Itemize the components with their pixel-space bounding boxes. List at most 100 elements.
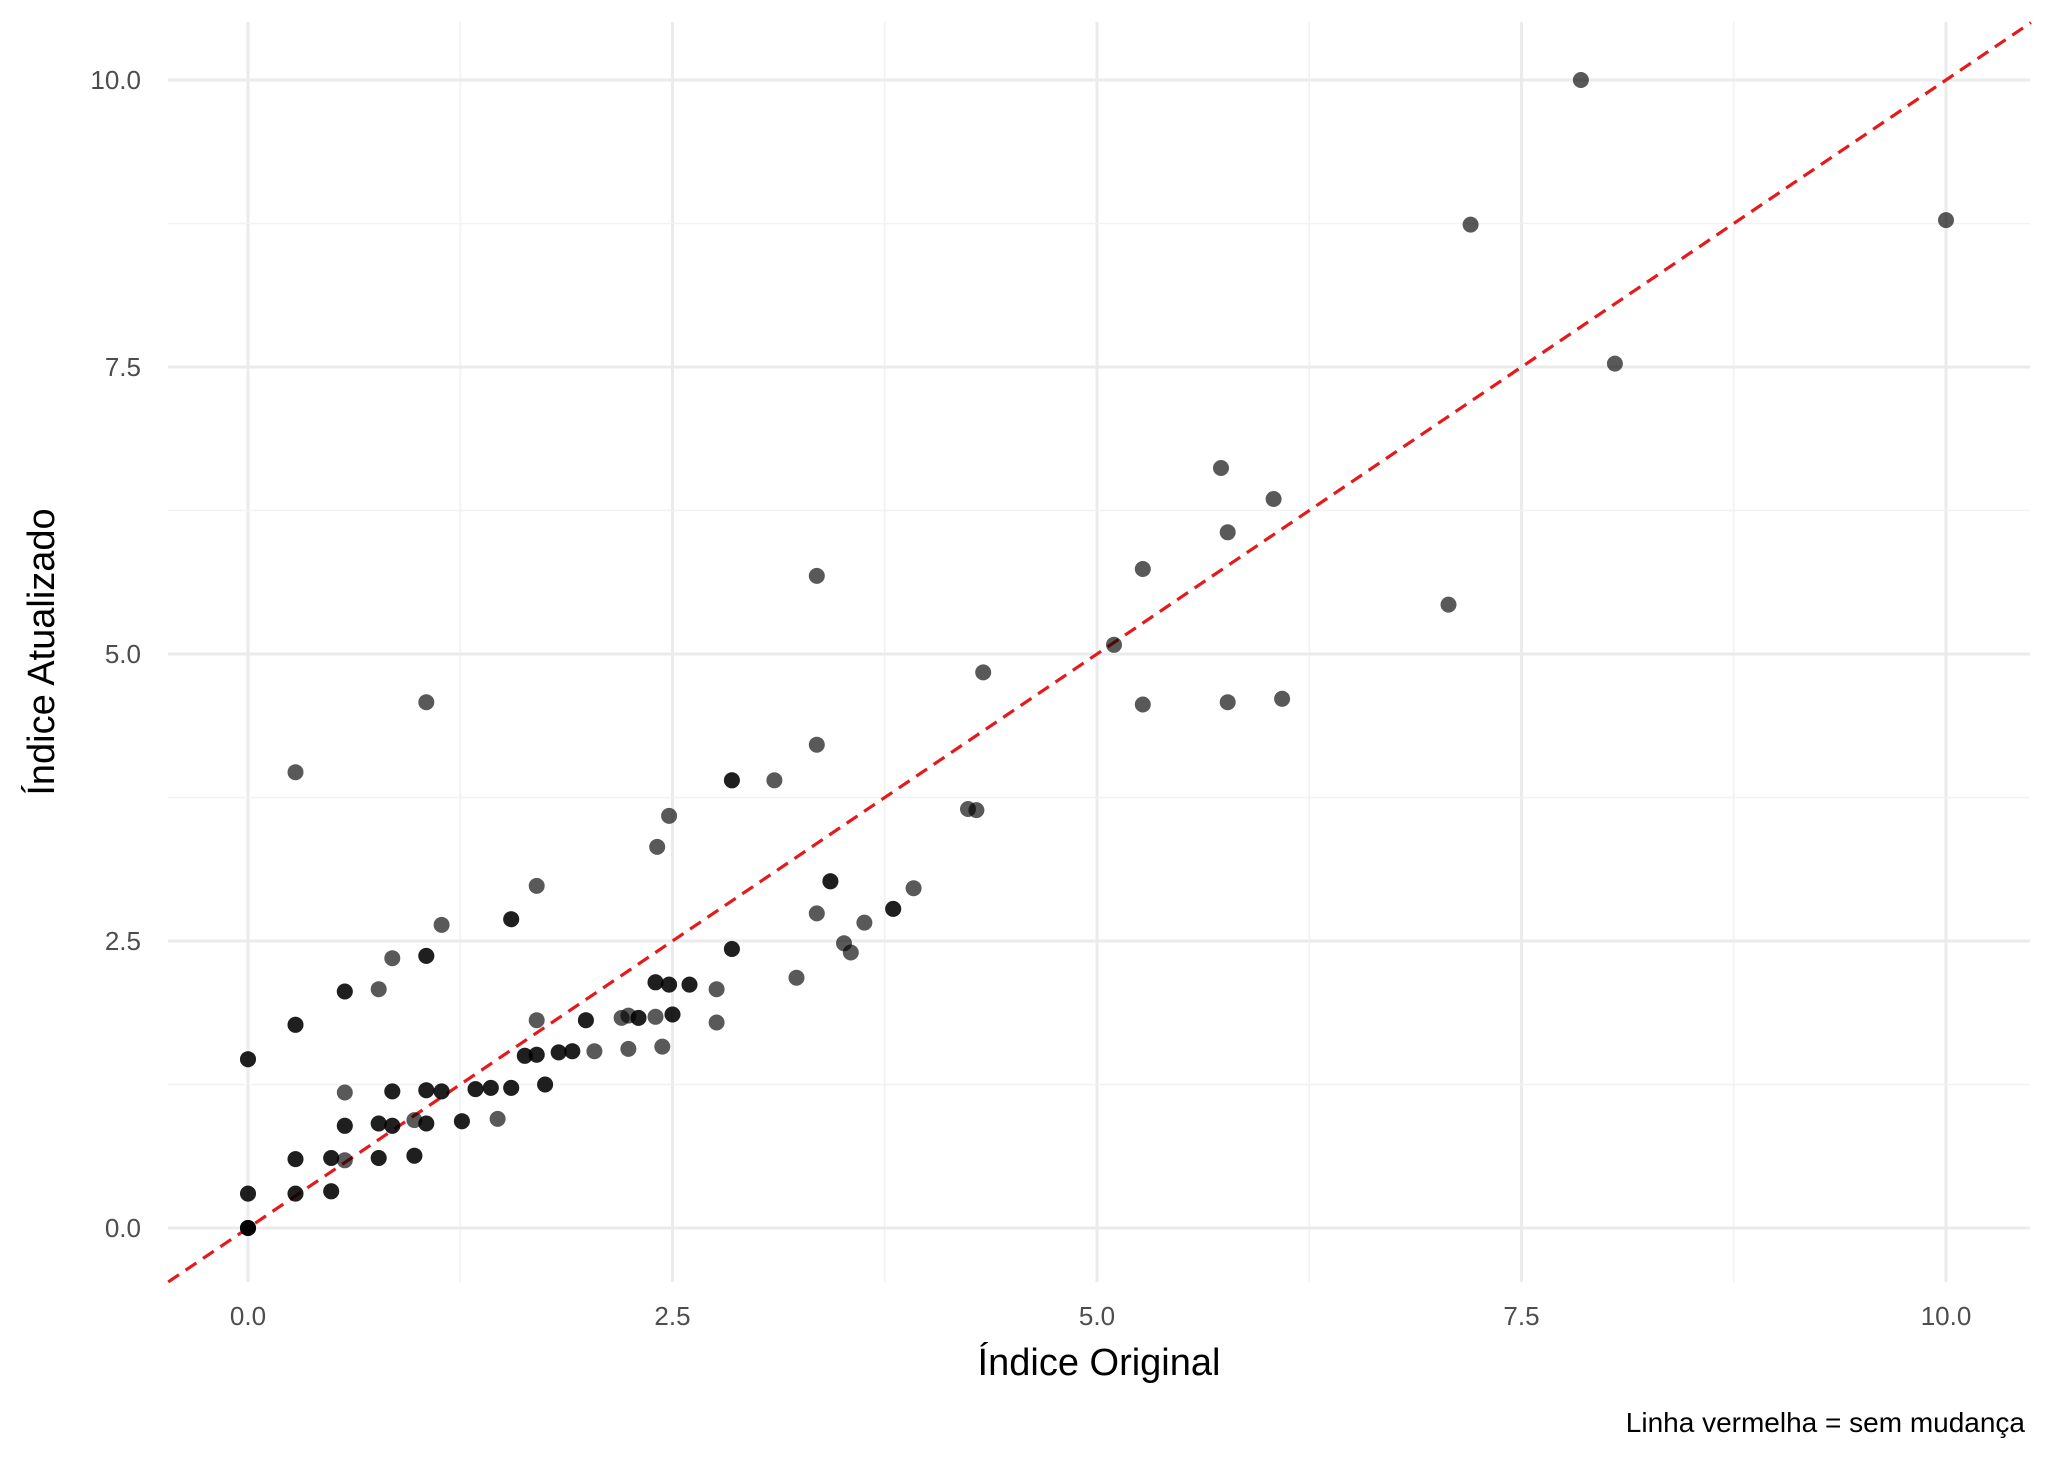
data-point xyxy=(433,1083,450,1100)
x-tick-label: 5.0 xyxy=(1079,1301,1115,1331)
x-tick-label: 10.0 xyxy=(1921,1301,1972,1331)
data-point xyxy=(723,772,740,789)
data-point xyxy=(528,1012,545,1029)
grid xyxy=(168,22,2030,1282)
data-point xyxy=(1606,355,1623,372)
y-tick-label: 7.5 xyxy=(105,352,141,382)
data-point xyxy=(418,694,435,711)
x-axis-ticks: 0.0 2.5 5.0 7.5 10.0 xyxy=(230,1301,1971,1331)
data-point xyxy=(240,1185,256,1202)
y-tick-label: 10.0 xyxy=(90,65,141,95)
data-point xyxy=(489,1110,506,1127)
data-point xyxy=(564,1043,581,1060)
data-point xyxy=(240,1220,256,1236)
data-point xyxy=(370,981,387,998)
data-point xyxy=(503,1079,520,1096)
data-point xyxy=(323,1150,340,1166)
data-point xyxy=(577,1012,594,1029)
data-point xyxy=(1440,596,1457,613)
data-point xyxy=(406,1147,423,1164)
data-point xyxy=(885,900,902,917)
data-point xyxy=(336,1117,353,1134)
data-point xyxy=(384,1117,401,1134)
data-point xyxy=(528,1046,545,1063)
y-tick-label: 0.0 xyxy=(105,1213,141,1243)
data-point xyxy=(681,976,698,993)
data-point xyxy=(808,567,825,584)
data-point xyxy=(808,736,825,753)
data-point xyxy=(1219,524,1236,541)
x-tick-label: 2.5 xyxy=(654,1301,690,1331)
data-point xyxy=(482,1079,499,1096)
data-point xyxy=(323,1183,340,1200)
data-point xyxy=(287,1151,304,1168)
data-point xyxy=(649,838,666,855)
data-point xyxy=(620,1007,637,1024)
data-point xyxy=(336,983,353,1000)
chart-caption: Linha vermelha = sem mudança xyxy=(1626,1407,2026,1438)
data-point xyxy=(336,1152,353,1169)
data-point xyxy=(708,1014,725,1031)
data-point xyxy=(661,807,678,824)
reference-line-layer xyxy=(167,21,2032,1284)
data-point xyxy=(418,1082,435,1099)
data-point xyxy=(467,1081,484,1098)
data-point xyxy=(975,664,992,681)
data-point xyxy=(528,877,545,894)
data-point xyxy=(537,1076,554,1093)
data-point xyxy=(1134,561,1151,577)
data-point xyxy=(766,772,783,789)
data-point xyxy=(723,941,740,957)
x-tick-label: 0.0 xyxy=(230,1301,266,1331)
data-points xyxy=(240,72,1954,1236)
x-axis-title: Índice Original xyxy=(978,1341,1221,1384)
data-point xyxy=(647,974,664,991)
data-point xyxy=(1265,491,1282,507)
data-point xyxy=(856,914,873,931)
data-point xyxy=(1134,696,1151,713)
data-point xyxy=(1219,694,1236,711)
data-point xyxy=(842,944,859,961)
data-point xyxy=(240,1051,256,1068)
data-point xyxy=(1938,212,1954,229)
data-point xyxy=(1274,690,1291,707)
data-point xyxy=(664,1006,681,1023)
data-point xyxy=(1462,216,1479,233)
data-point xyxy=(1106,636,1122,653)
data-point xyxy=(287,1016,304,1033)
data-point xyxy=(418,1115,435,1132)
data-point xyxy=(968,802,985,819)
data-point xyxy=(808,905,825,922)
data-point xyxy=(453,1113,470,1130)
x-tick-label: 7.5 xyxy=(1503,1301,1539,1331)
data-point xyxy=(336,1084,353,1101)
data-point xyxy=(905,880,922,897)
data-point xyxy=(516,1047,533,1064)
data-point xyxy=(654,1038,671,1055)
data-point xyxy=(287,764,304,781)
y-axis-title: Índice Atualizado xyxy=(20,508,63,795)
data-point xyxy=(586,1043,603,1060)
data-point xyxy=(287,1185,304,1202)
data-point xyxy=(503,911,520,928)
no-change-reference-line xyxy=(167,21,2032,1284)
data-point xyxy=(384,950,401,967)
data-point xyxy=(822,873,839,890)
data-point xyxy=(550,1044,567,1061)
data-point xyxy=(418,947,435,964)
data-point xyxy=(620,1040,637,1057)
data-point xyxy=(370,1150,387,1166)
data-point xyxy=(384,1083,401,1100)
y-tick-label: 5.0 xyxy=(105,639,141,669)
data-point xyxy=(433,916,450,933)
data-point xyxy=(1572,72,1589,88)
data-point xyxy=(370,1115,387,1132)
data-point xyxy=(1213,460,1229,476)
data-point xyxy=(661,976,678,993)
data-point xyxy=(647,1008,664,1025)
y-axis-ticks: 0.0 2.5 5.0 7.5 10.0 xyxy=(90,65,141,1243)
data-point xyxy=(708,981,725,998)
y-tick-label: 2.5 xyxy=(105,926,141,956)
data-point xyxy=(788,969,805,986)
